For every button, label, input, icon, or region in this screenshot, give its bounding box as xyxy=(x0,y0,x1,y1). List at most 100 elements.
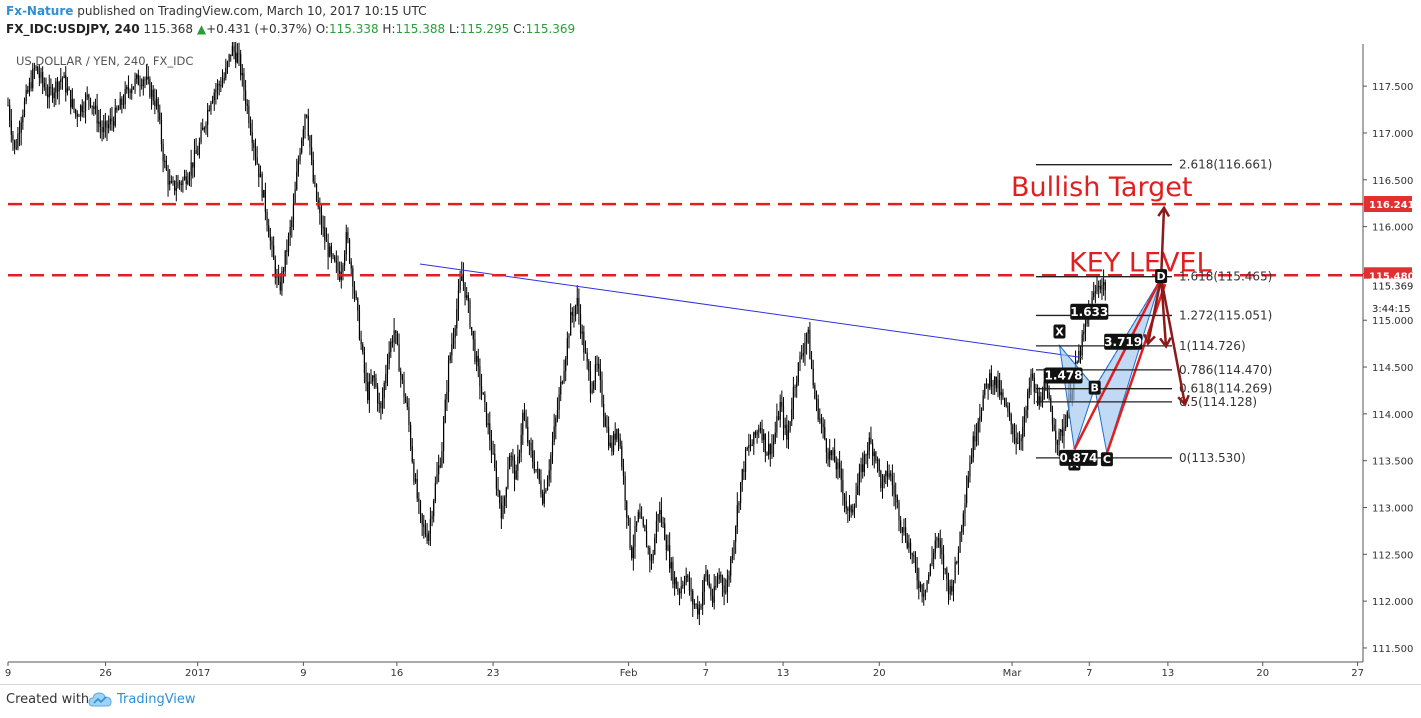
candle-body xyxy=(875,452,877,461)
candle-body xyxy=(91,105,93,107)
candle-body xyxy=(335,261,337,263)
candle-body xyxy=(698,608,700,615)
candle-body xyxy=(939,540,941,548)
pattern-point-badge xyxy=(1155,269,1168,284)
candle-body xyxy=(923,594,925,597)
tradingview-link[interactable]: TradingView xyxy=(117,692,196,707)
candle-body xyxy=(400,371,402,376)
candle-body xyxy=(700,605,702,609)
candle-body xyxy=(731,555,733,559)
candle-body xyxy=(212,100,214,103)
candle-body xyxy=(456,309,458,329)
candle-body xyxy=(807,329,809,334)
candle-body xyxy=(545,489,547,493)
candle-body xyxy=(886,470,889,478)
pattern-point-c: C xyxy=(1100,452,1113,467)
candle-body xyxy=(73,99,75,110)
candle-body xyxy=(477,355,479,367)
pattern-point-d: D xyxy=(1155,269,1168,284)
ratio-badge-label: 1.633 xyxy=(1070,305,1108,319)
candle-body xyxy=(781,401,783,407)
candle-body xyxy=(517,456,519,471)
candle-body xyxy=(1046,383,1049,393)
candle-body xyxy=(550,454,552,471)
candle-body xyxy=(268,225,270,238)
candle-body xyxy=(758,430,760,432)
candle-body xyxy=(431,516,433,520)
candle-body xyxy=(1061,429,1063,436)
candle-body xyxy=(10,120,12,135)
candle-body xyxy=(603,403,605,417)
candle-body xyxy=(424,526,427,535)
candle-body xyxy=(367,382,369,401)
candle-body xyxy=(832,450,834,456)
candle-body xyxy=(992,384,994,387)
candle-body xyxy=(245,90,247,104)
candle-body xyxy=(165,160,167,170)
candle-body xyxy=(769,444,771,455)
price-chart[interactable]: 111.500 112.000 112.500 113.000 113.500 114.0… xyxy=(0,40,1421,684)
candle-body xyxy=(238,53,240,55)
publisher-name[interactable]: Fx-Nature xyxy=(6,4,74,18)
candle-body xyxy=(946,568,948,580)
candle-body xyxy=(532,450,534,462)
candle-body xyxy=(155,98,158,107)
candle-body xyxy=(761,427,763,440)
candle-body xyxy=(570,312,572,336)
candle-body xyxy=(868,437,870,451)
candle-body xyxy=(179,182,181,184)
candle-body xyxy=(763,433,765,440)
candle-body xyxy=(350,261,352,269)
candle-body xyxy=(863,454,865,473)
candle-body xyxy=(370,381,372,383)
candle-body xyxy=(423,524,425,527)
candle-body xyxy=(462,274,464,283)
candle-body xyxy=(1050,398,1052,412)
candle-body xyxy=(551,441,554,455)
candle-body xyxy=(583,331,585,353)
open-value: 115.338 xyxy=(328,22,379,36)
candle-body xyxy=(702,591,704,606)
candle-body xyxy=(980,410,983,417)
candle-body xyxy=(235,52,237,63)
candle-body xyxy=(279,282,281,291)
candle-body xyxy=(449,355,451,361)
candle-body xyxy=(278,276,280,283)
x-tick-label: 7 xyxy=(1086,668,1092,679)
candle-body xyxy=(170,181,172,183)
candle-body xyxy=(979,416,981,422)
candle-body xyxy=(1028,387,1030,392)
candle-body xyxy=(735,526,737,542)
candle-body xyxy=(172,180,174,183)
candle-body xyxy=(134,78,136,87)
symbol-label[interactable]: FX_IDC:USDJPY, 240 xyxy=(6,22,140,36)
candle-body xyxy=(101,126,103,133)
candle-body xyxy=(253,142,255,148)
candle-body xyxy=(657,513,659,521)
candle-body xyxy=(560,381,562,395)
candle-body xyxy=(329,246,331,257)
candle-body xyxy=(736,505,738,527)
candle-body xyxy=(325,240,328,242)
ratio-badge-bg xyxy=(1070,303,1109,320)
candle-body xyxy=(1022,426,1024,439)
candle-body xyxy=(386,364,389,375)
candle-body xyxy=(444,399,446,423)
candle-body xyxy=(540,480,542,495)
candle-body xyxy=(188,175,191,181)
candle-body xyxy=(708,581,710,587)
candle-body xyxy=(782,406,785,429)
candle-body xyxy=(197,153,199,155)
candle-body xyxy=(149,79,151,98)
candle-body xyxy=(388,352,390,365)
chart-area[interactable]: 111.500 112.000 112.500 113.000 113.500 114.0… xyxy=(0,40,1421,684)
candle-body xyxy=(137,74,139,85)
candle-body xyxy=(680,586,682,594)
candle-body xyxy=(695,604,697,606)
candle-body xyxy=(593,381,595,390)
candle-body xyxy=(792,387,794,410)
candle-body xyxy=(537,469,539,471)
candle-body xyxy=(619,438,621,447)
candle-body xyxy=(632,546,634,559)
candle-body xyxy=(749,444,752,446)
